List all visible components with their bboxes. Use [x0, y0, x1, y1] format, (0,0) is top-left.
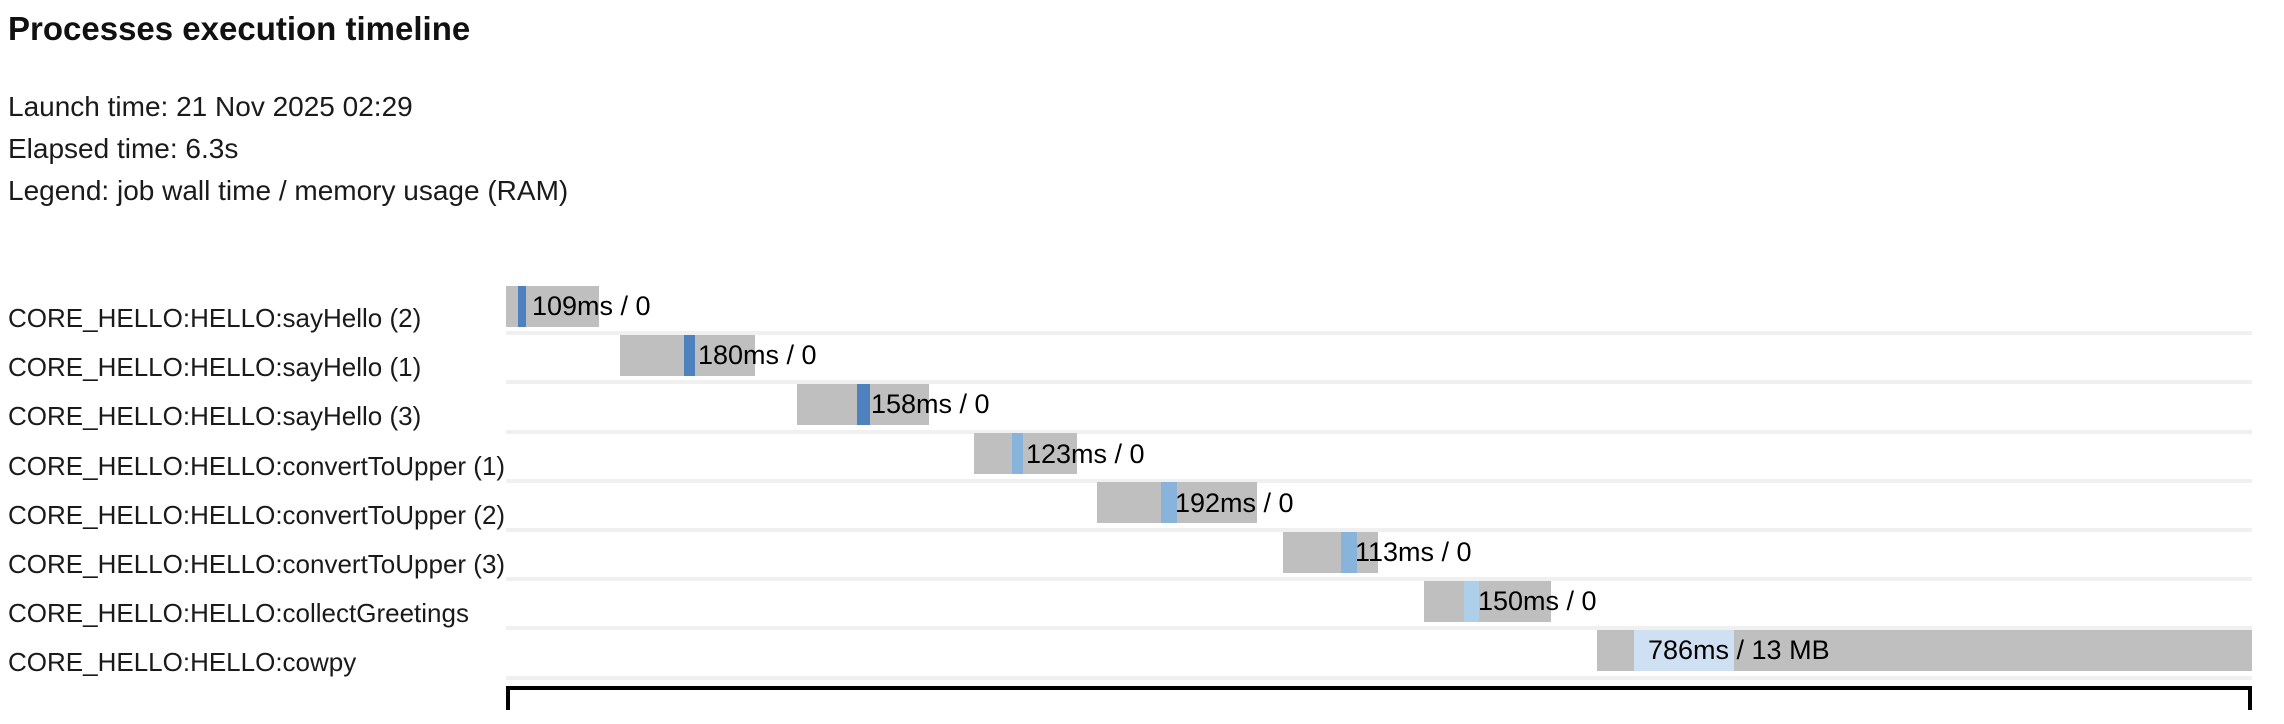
task-bar — [974, 433, 1077, 475]
task-duration-text: 192ms / 0 — [1175, 487, 1294, 518]
x-axis-line — [506, 686, 2252, 690]
x-axis-tick-left — [506, 686, 510, 710]
row-separator — [506, 528, 2252, 532]
task-duration-text: 786ms / 13 MB — [1648, 635, 1830, 666]
row-separator — [506, 380, 2252, 385]
task-bar — [1283, 531, 1378, 573]
row-separator — [506, 331, 2252, 336]
task-label: CORE_HELLO:HELLO:sayHello (1) — [8, 352, 422, 383]
task-duration-text: 109ms / 0 — [532, 291, 651, 321]
task-label: CORE_HELLO:HELLO:convertToUpper (2) — [8, 499, 506, 530]
elapsed-time-text: Elapsed time: 6.3s — [8, 133, 239, 164]
task-run-segment — [684, 334, 695, 376]
task-duration-text: 123ms / 0 — [1026, 438, 1145, 469]
row-separator — [506, 577, 2252, 582]
task-run-segment — [857, 383, 870, 425]
task-run-segment — [1012, 433, 1023, 475]
task-run-segment — [1341, 531, 1357, 573]
task-bar — [1424, 580, 1551, 622]
task-run-segment — [1464, 580, 1479, 622]
task-duration-text: 150ms / 0 — [1478, 586, 1597, 617]
task-bar — [1097, 482, 1257, 524]
task-label: CORE_HELLO:HELLO:collectGreetings — [8, 598, 469, 629]
task-label: CORE_HELLO:HELLO:sayHello (3) — [8, 401, 422, 432]
row-separator — [506, 429, 2252, 434]
task-duration-text: 158ms / 0 — [871, 389, 990, 420]
legend-text: Legend: job wall time / memory usage (RA… — [8, 175, 569, 206]
task-duration-text: 113ms / 0 — [1355, 537, 1472, 567]
task-label: CORE_HELLO:HELLO:convertToUpper (3) — [8, 549, 506, 579]
row-separator — [506, 478, 2252, 483]
task-label: CORE_HELLO:HELLO:sayHello (2) — [8, 303, 422, 333]
row-separator — [506, 626, 2252, 631]
launch-time-text: Launch time: 21 Nov 2025 02:29 — [8, 91, 413, 122]
task-duration-text: 180ms / 0 — [698, 340, 817, 371]
task-label: CORE_HELLO:HELLO:cowpy — [8, 647, 357, 678]
row-separator — [506, 675, 2252, 680]
page-title: Processes execution timeline — [8, 10, 471, 47]
report-meta: Launch time: 21 Nov 2025 02:29 Elapsed t… — [8, 86, 568, 212]
x-axis-tick-right — [2248, 686, 2252, 710]
task-label: CORE_HELLO:HELLO:convertToUpper (1) — [8, 450, 506, 481]
task-run-segment — [1161, 482, 1177, 524]
task-run-segment — [518, 285, 526, 327]
task-run-segment — [1634, 629, 1734, 671]
